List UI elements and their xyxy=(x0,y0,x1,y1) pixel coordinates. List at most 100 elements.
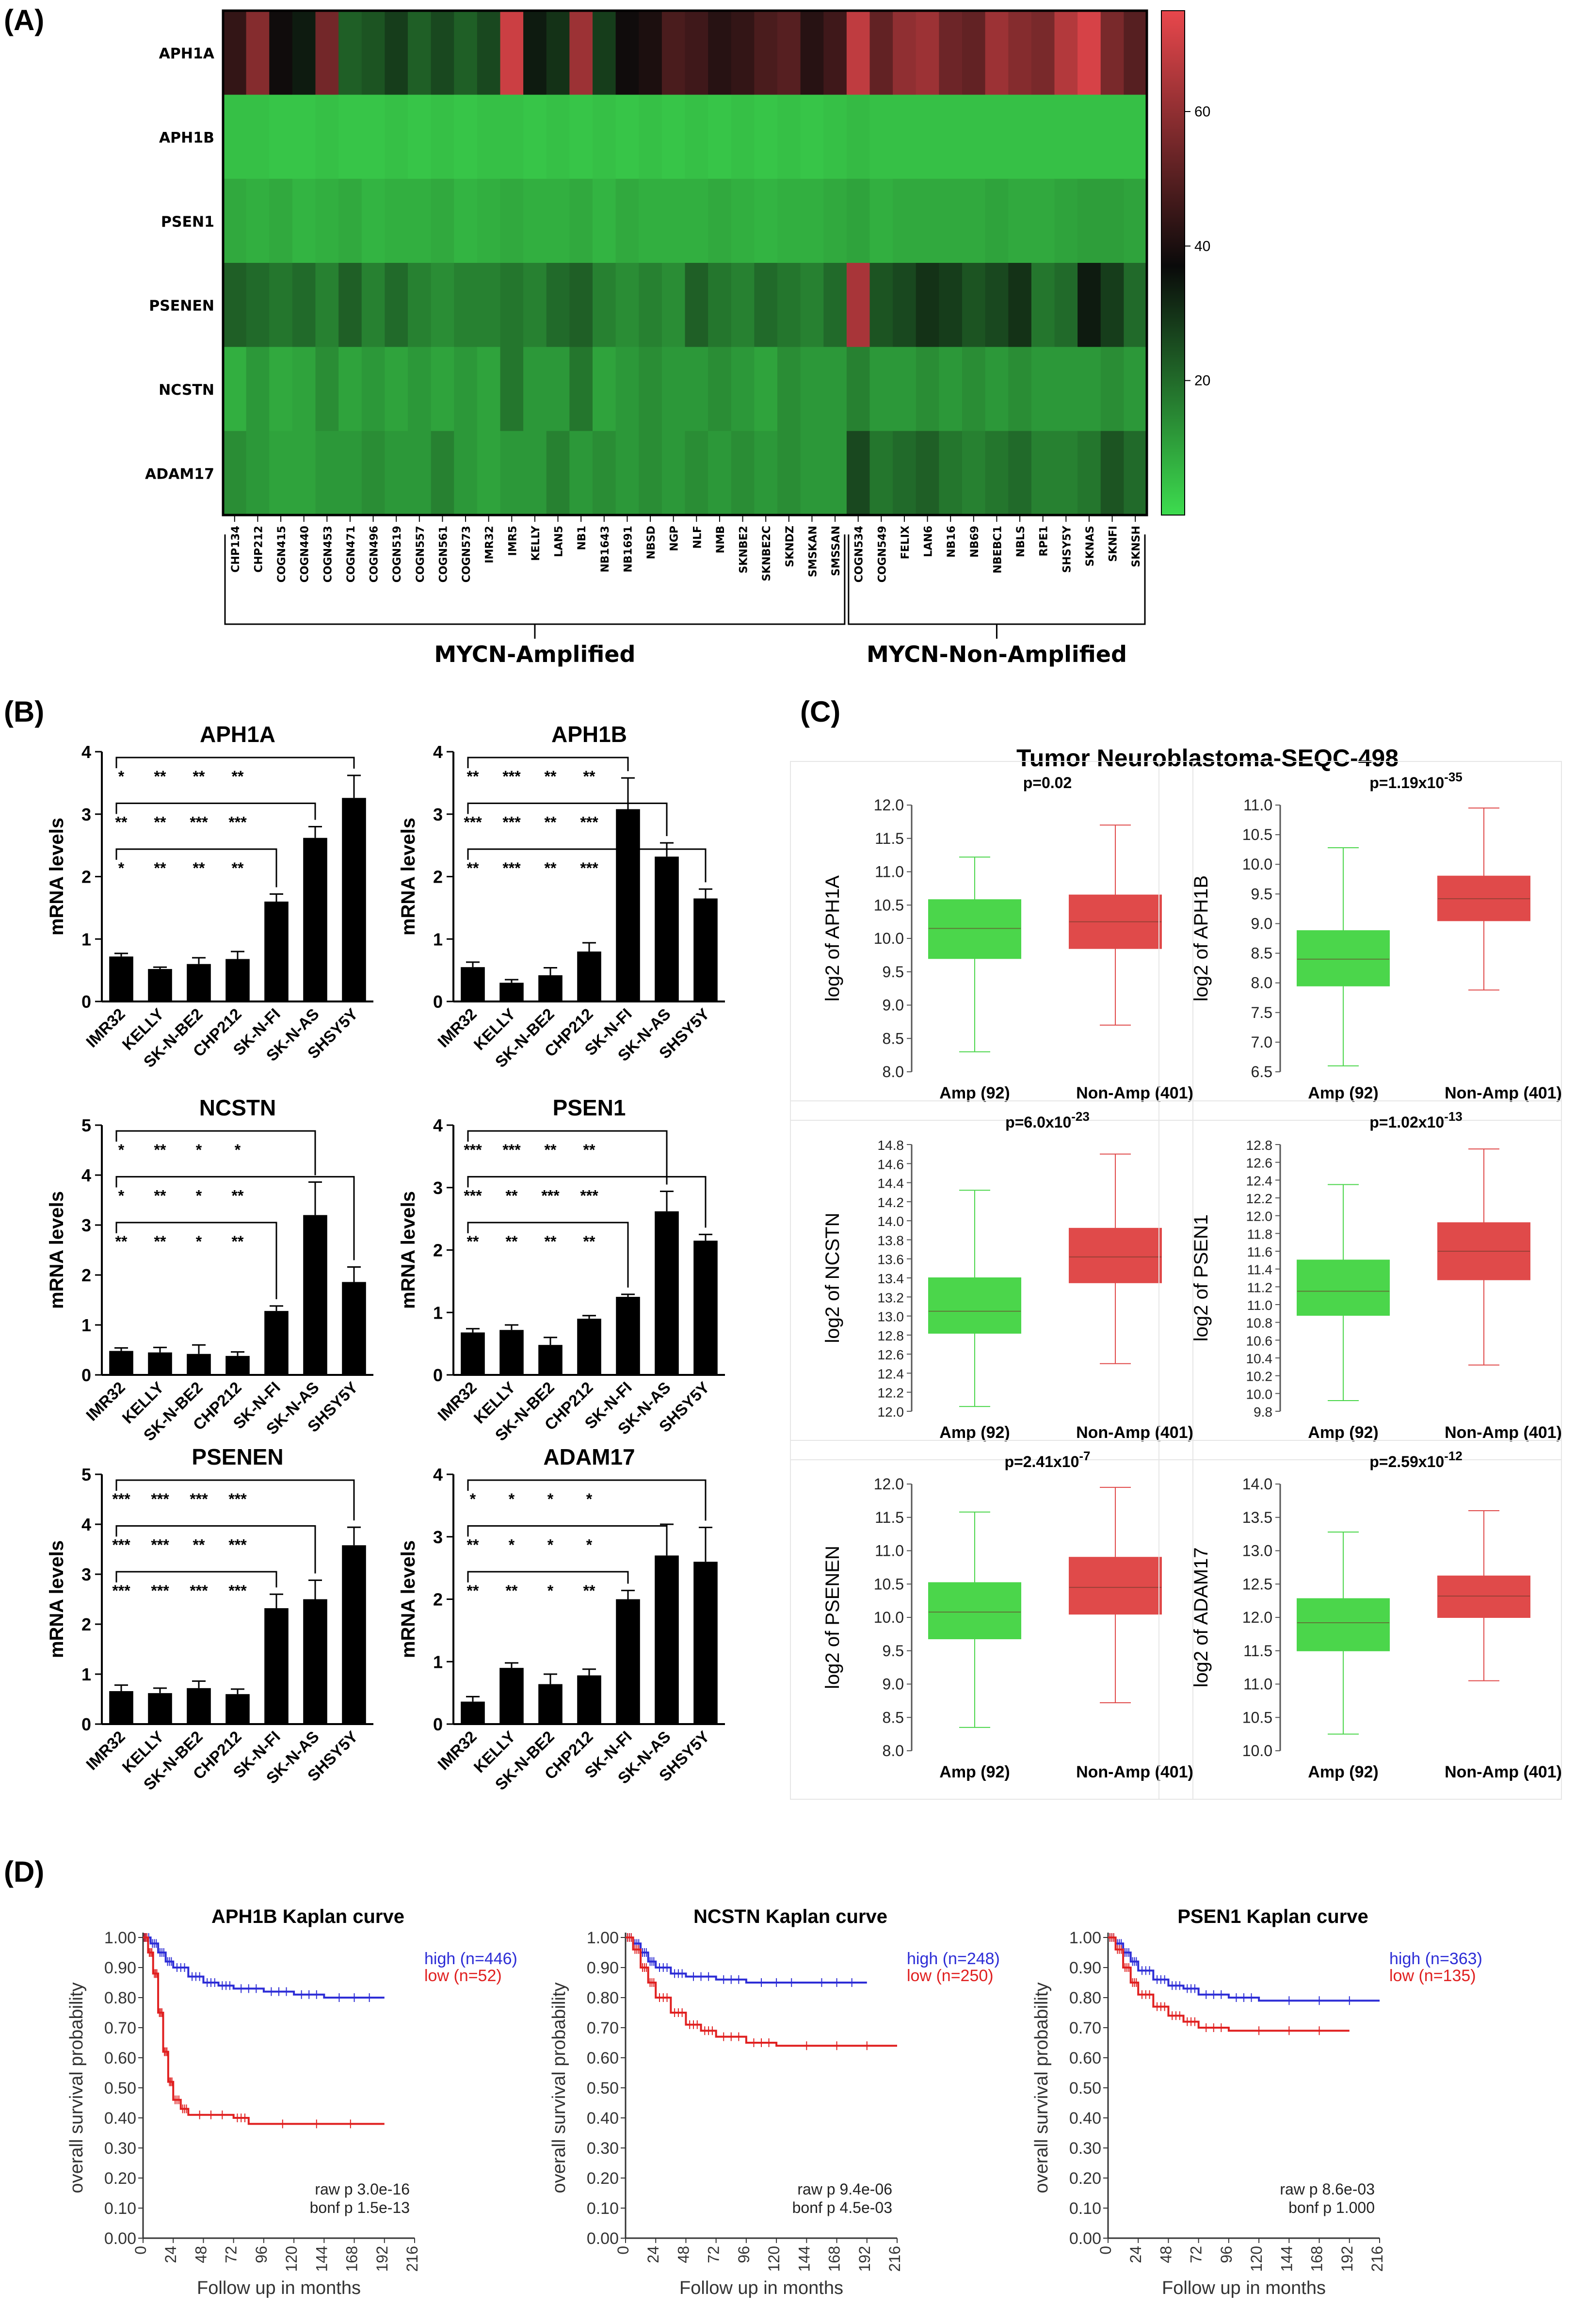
km-x-tick-label: 216 xyxy=(886,2246,903,2272)
box-y-tick-label: 11.5 xyxy=(875,1509,904,1526)
box xyxy=(1069,1227,1162,1283)
bar xyxy=(538,1345,563,1375)
bar-y-tick-label: 4 xyxy=(433,1115,443,1135)
heatmap-cell xyxy=(685,263,708,347)
colorbar-tick-label: 40 xyxy=(1194,238,1210,254)
km-y-tick-label: 0.10 xyxy=(1069,2199,1101,2218)
bar-y-tick-label: 0 xyxy=(81,992,91,1012)
box-y-tick-label: 13.5 xyxy=(1242,1509,1272,1526)
km-high-curve xyxy=(626,1937,867,1984)
significance-stars: * xyxy=(509,1490,515,1508)
heatmap-cell xyxy=(777,263,801,347)
significance-bracket xyxy=(115,802,316,820)
heatmap-cell xyxy=(685,347,708,432)
heatmap-cell xyxy=(1100,11,1124,95)
heatmap-cell xyxy=(754,347,778,432)
box-y-label: log2 of APH1B xyxy=(1190,875,1212,1001)
km-y-tick-label: 0.20 xyxy=(1069,2169,1101,2188)
heatmap-gene-label: PSENEN xyxy=(149,298,214,315)
bar-y-tick-label: 4 xyxy=(81,1515,91,1534)
significance-stars: ** xyxy=(545,768,557,785)
bar xyxy=(109,956,133,1001)
bar xyxy=(225,1694,250,1724)
heatmap-cell xyxy=(754,11,778,95)
significance-stars: ** xyxy=(467,1582,479,1599)
km-y-tick-label: 0.50 xyxy=(587,2079,619,2098)
heatmap-cell xyxy=(1031,431,1055,516)
km-y-tick-label: 0.00 xyxy=(587,2229,619,2248)
bar xyxy=(342,1282,366,1375)
significance-bracket xyxy=(467,757,629,772)
km-legend-high: high (n=363) xyxy=(1389,1950,1482,1968)
km-y-tick-label: 0.30 xyxy=(587,2139,619,2158)
heatmap-cellline-label: COGN557 xyxy=(415,526,427,582)
heatmap-cell xyxy=(939,431,963,516)
box-y-tick-label: 12.2 xyxy=(1246,1191,1273,1206)
heatmap-cell xyxy=(523,263,547,347)
significance-stars: *** xyxy=(580,859,598,877)
heatmap-cell xyxy=(985,95,1009,179)
heatmap-cell xyxy=(315,431,339,516)
km-y-tick-label: 0.70 xyxy=(1069,2019,1101,2037)
km-title: NCSTN Kaplan curve xyxy=(693,1906,887,1927)
heatmap-cell xyxy=(1077,431,1101,516)
heatmap-cell xyxy=(500,95,524,179)
bar xyxy=(187,964,211,1001)
box-y-label: log2 of PSENEN xyxy=(822,1546,843,1689)
significance-stars: *** xyxy=(580,813,598,831)
p-value: p=6.0x10-23 xyxy=(1005,1109,1090,1131)
significance-stars: * xyxy=(118,1187,125,1204)
heatmap-cellline-label: LAN5 xyxy=(553,526,565,557)
heatmap-cell xyxy=(1031,263,1055,347)
significance-bracket xyxy=(467,1222,629,1288)
heatmap-cell xyxy=(916,347,939,432)
significance-stars: *** xyxy=(151,1582,169,1599)
box-y-tick-label: 7.5 xyxy=(1251,1004,1272,1021)
box-y-tick-label: 6.5 xyxy=(1251,1063,1272,1081)
heatmap-cell xyxy=(1008,347,1032,432)
km-y-tick-label: 0.00 xyxy=(1069,2229,1101,2248)
bar xyxy=(461,967,485,1001)
heatmap-cell xyxy=(639,178,662,263)
km-x-tick-label: 72 xyxy=(223,2246,240,2263)
box-plot-frame xyxy=(790,1100,1193,1460)
significance-stars: ** xyxy=(115,813,128,831)
box-plot-frame xyxy=(790,1440,1193,1800)
box-y-tick-label: 11.5 xyxy=(1243,1642,1272,1660)
bar xyxy=(264,1311,289,1375)
heatmap-cell xyxy=(985,347,1009,432)
significance-stars: *** xyxy=(190,1490,208,1508)
bar xyxy=(499,1668,524,1724)
box-y-tick-label: 9.0 xyxy=(1251,915,1272,932)
box-y-tick-label: 14.4 xyxy=(878,1176,904,1191)
heatmap-gene-label: NCSTN xyxy=(159,382,214,399)
significance-stars: ** xyxy=(115,1233,128,1250)
heatmap-cell xyxy=(708,11,732,95)
box xyxy=(1297,1598,1390,1651)
heatmap-cell xyxy=(615,263,639,347)
heatmap-cell xyxy=(731,95,755,179)
heatmap-cellline-label: NLF xyxy=(691,526,704,549)
heatmap-cell xyxy=(1124,178,1147,263)
heatmap-cell xyxy=(869,347,893,432)
km-x-tick-label: 144 xyxy=(313,2246,330,2272)
bar xyxy=(616,809,640,1001)
bar-y-tick-label: 3 xyxy=(81,1215,91,1235)
heatmap-cell xyxy=(777,178,801,263)
heatmap-cell xyxy=(893,263,917,347)
box-y-tick-label: 11.0 xyxy=(1243,1676,1272,1693)
box-y-tick-label: 9.0 xyxy=(883,1676,904,1693)
bar xyxy=(655,856,679,1001)
heatmap-cell xyxy=(246,178,270,263)
bar xyxy=(538,1684,563,1724)
significance-stars: ** xyxy=(154,768,166,785)
box-y-tick-label: 12.0 xyxy=(878,1404,904,1420)
heatmap-cellline-label: COGN573 xyxy=(461,526,473,582)
box-y-tick-label: 11.0 xyxy=(875,1542,904,1560)
bar xyxy=(264,902,289,1001)
bar-y-tick-label: 1 xyxy=(81,1315,91,1335)
heatmap-cell xyxy=(385,263,408,347)
bar xyxy=(499,1330,524,1375)
bar-y-tick-label: 2 xyxy=(433,867,443,887)
significance-stars: * xyxy=(118,1141,125,1159)
